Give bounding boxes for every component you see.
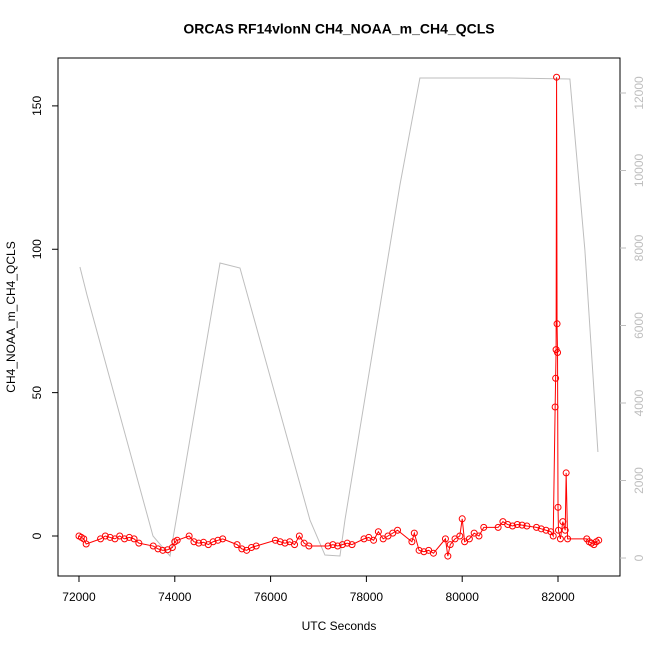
y-tick-label: 0 xyxy=(30,532,44,539)
data-point xyxy=(537,525,545,533)
y-tick-label: 150 xyxy=(30,96,44,116)
data-point xyxy=(276,538,284,546)
data-point xyxy=(135,539,143,547)
data-point xyxy=(219,535,227,543)
data-point xyxy=(408,538,416,546)
data-point xyxy=(553,73,561,81)
data-point xyxy=(271,536,279,544)
chart-title: ORCAS RF14vlonN CH4_NOAA_m_CH4_QCLS xyxy=(183,21,494,37)
x-tick-label: 76000 xyxy=(254,590,288,604)
data-point xyxy=(456,532,464,540)
data-point xyxy=(518,521,526,529)
data-point xyxy=(556,535,564,543)
data-point xyxy=(238,545,246,553)
data-point xyxy=(324,542,332,550)
data-point xyxy=(523,522,531,530)
data-point xyxy=(444,552,452,560)
y2-tick-label: 2000 xyxy=(632,467,646,494)
data-point xyxy=(247,543,255,551)
data-point xyxy=(549,532,557,540)
data-point xyxy=(562,469,570,477)
data-point xyxy=(480,523,488,531)
x-tick-label: 80000 xyxy=(446,590,480,604)
data-point xyxy=(475,532,483,540)
data-point xyxy=(554,503,562,511)
data-point xyxy=(348,541,356,549)
y-tick-label: 50 xyxy=(30,386,44,400)
y-tick-label: 100 xyxy=(30,239,44,259)
data-point xyxy=(343,539,351,547)
data-point xyxy=(429,549,437,557)
data-point xyxy=(291,541,299,549)
data-point xyxy=(130,535,138,543)
y2-tick-label: 6000 xyxy=(632,312,646,339)
data-point xyxy=(420,548,428,556)
y2-tick-label: 10000 xyxy=(632,153,646,187)
data-point xyxy=(561,526,569,534)
y2-tick-label: 12000 xyxy=(632,76,646,110)
data-point xyxy=(513,521,521,529)
data-point xyxy=(410,529,418,537)
data-point xyxy=(334,542,342,550)
data-point xyxy=(295,532,303,540)
data-point xyxy=(554,348,562,356)
data-point xyxy=(173,536,181,544)
y2-tick-label: 4000 xyxy=(632,389,646,416)
data-point xyxy=(159,546,167,554)
data-point xyxy=(504,521,512,529)
data-point xyxy=(185,532,193,540)
data-point xyxy=(441,535,449,543)
data-point xyxy=(305,542,313,550)
data-point xyxy=(542,526,550,534)
data-point xyxy=(195,539,203,547)
data-point xyxy=(564,535,572,543)
data-point xyxy=(252,542,260,550)
data-point xyxy=(338,541,346,549)
x-tick-label: 72000 xyxy=(62,590,96,604)
data-point xyxy=(168,543,176,551)
data-point xyxy=(394,526,402,534)
plot-frame xyxy=(57,57,621,577)
data-point xyxy=(125,533,133,541)
data-point xyxy=(465,535,473,543)
data-point xyxy=(233,541,241,549)
x-tick-label: 74000 xyxy=(158,590,192,604)
data-point xyxy=(101,532,109,540)
y2-tick-label: 0 xyxy=(632,554,646,561)
x-tick-label: 82000 xyxy=(541,590,575,604)
data-point xyxy=(154,545,162,553)
y2-tick-label: 8000 xyxy=(632,234,646,261)
data-point xyxy=(552,374,560,382)
series-line xyxy=(79,77,599,558)
data-point xyxy=(329,541,337,549)
data-point xyxy=(106,533,114,541)
y-axis-label: CH4_NOAA_m_CH4_QCLS xyxy=(4,241,18,392)
data-point xyxy=(190,538,198,546)
data-point xyxy=(281,539,289,547)
data-point xyxy=(214,536,222,544)
data-point xyxy=(120,535,128,543)
data-point xyxy=(554,526,562,534)
data-point xyxy=(82,540,90,548)
data-point xyxy=(494,523,502,531)
data-point xyxy=(360,535,368,543)
data-point xyxy=(370,536,378,544)
data-point xyxy=(559,518,567,526)
data-point xyxy=(446,541,454,549)
data-point xyxy=(595,536,603,544)
data-point xyxy=(551,403,559,411)
data-point xyxy=(458,515,466,523)
data-point xyxy=(509,522,517,530)
series-line xyxy=(78,77,599,557)
x-tick-label: 78000 xyxy=(350,590,384,604)
data-point xyxy=(374,528,382,536)
data-point xyxy=(532,523,540,531)
data-point xyxy=(553,320,561,328)
data-point xyxy=(415,546,423,554)
x-axis-label: UTC Seconds xyxy=(302,619,377,633)
data-point xyxy=(209,538,217,546)
